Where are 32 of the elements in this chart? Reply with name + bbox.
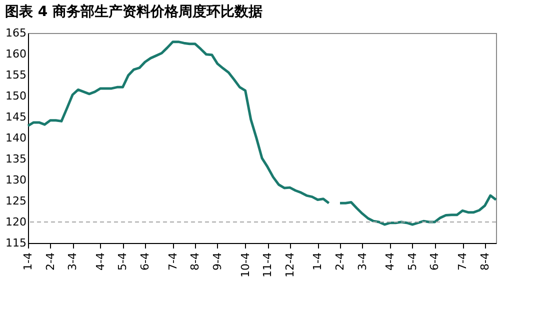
y-tick-label: 160	[6, 48, 26, 60]
chart-title: 图表 4 商务部生产资料价格周度环比数据	[5, 3, 263, 20]
x-tick-label: 5-4	[406, 252, 419, 270]
x-tick-label: 6-4	[138, 252, 152, 270]
x-tick-label: 4-4	[384, 252, 397, 270]
y-tick-label: 145	[6, 110, 26, 124]
x-tick-label: 3-4	[66, 252, 80, 270]
x-tick-label: 7-4	[166, 252, 180, 270]
x-tick-label: 1-4	[22, 252, 34, 270]
x-tick-label: 10-4	[238, 252, 252, 278]
x-tick-label: 11-4	[261, 252, 274, 278]
x-tick-label: 2-4	[334, 252, 346, 270]
y-tick-label: 150	[6, 90, 26, 102]
x-tick-label: 5-4	[116, 252, 130, 270]
x-tick-label: 3-4	[356, 252, 369, 270]
x-tick-label: 12-4	[283, 252, 296, 278]
y-tick-label: 135	[6, 152, 26, 166]
y-tick-label: 130	[6, 174, 26, 186]
x-tick-label: 6-4	[428, 252, 442, 270]
x-tick-label: 7-4	[456, 252, 470, 270]
x-tick-label: 4-4	[94, 252, 107, 270]
y-tick-label: 140	[6, 132, 26, 144]
x-tick-label: 1-4	[311, 252, 324, 270]
y-tick-label: 115	[6, 236, 26, 250]
y-tick-label: 155	[6, 68, 26, 82]
y-tick-label: 125	[6, 194, 26, 208]
x-tick-label: 8-4	[188, 252, 202, 270]
x-tick-label: 8-4	[478, 252, 492, 270]
x-tick-label: 9-4	[210, 252, 224, 270]
y-tick-label: 120	[6, 216, 26, 228]
x-tick-label: 2-4	[44, 252, 57, 270]
y-tick-label: 165	[6, 26, 26, 40]
